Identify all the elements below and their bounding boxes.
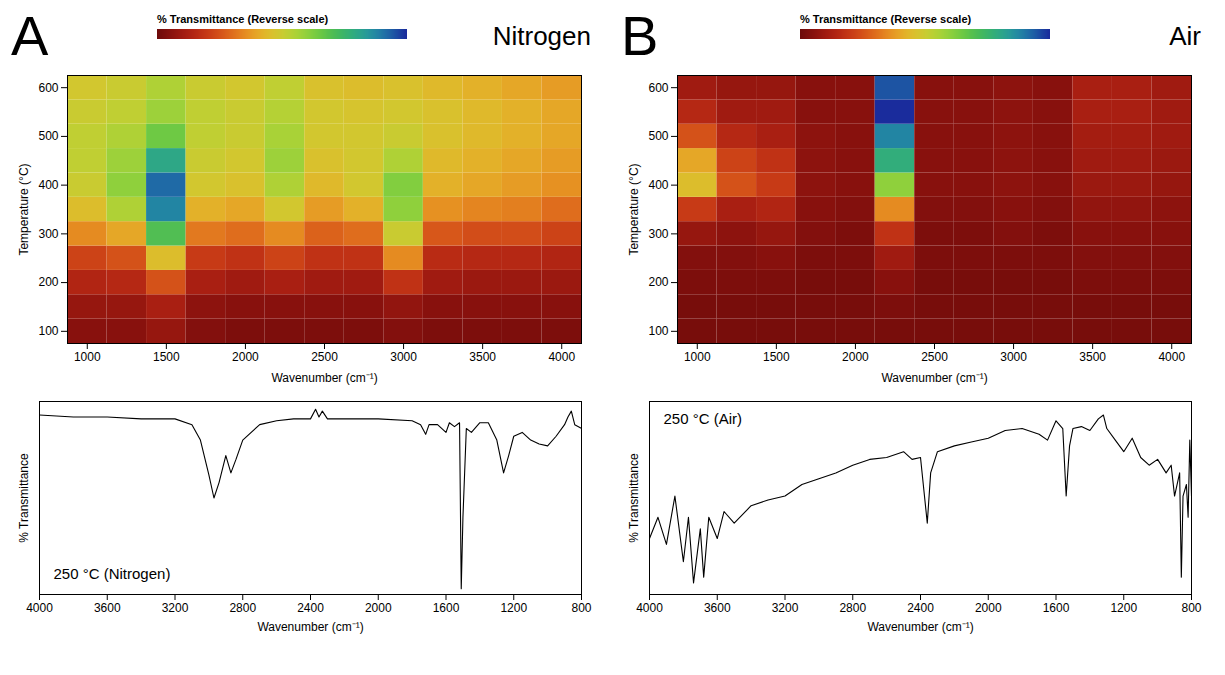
svg-text:250 °C (Nitrogen): 250 °C (Nitrogen) — [54, 565, 171, 582]
svg-text:400: 400 — [38, 178, 58, 192]
svg-text:1000: 1000 — [684, 350, 711, 364]
svg-text:3200: 3200 — [162, 601, 189, 615]
svg-text:1500: 1500 — [763, 350, 790, 364]
svg-text:2000: 2000 — [232, 350, 259, 364]
svg-text:300: 300 — [38, 227, 58, 241]
svg-text:% Transmittance (Reverse scale: % Transmittance (Reverse scale) — [157, 13, 329, 25]
html-text:Air: Air — [1169, 20, 1201, 51]
svg-text:600: 600 — [38, 81, 58, 95]
svg-text:3200: 3200 — [772, 601, 799, 615]
svg-text:4000: 4000 — [636, 601, 663, 615]
html-text:A: A — [11, 4, 49, 67]
svg-text:2500: 2500 — [921, 350, 948, 364]
svg-text:4000: 4000 — [548, 350, 575, 364]
html-text:B: B — [621, 4, 659, 67]
svg-text:3600: 3600 — [704, 601, 731, 615]
svg-text:800: 800 — [1181, 601, 1201, 615]
svg-text:2400: 2400 — [297, 601, 324, 615]
svg-text:300: 300 — [648, 227, 668, 241]
svg-text:800: 800 — [571, 601, 591, 615]
svg-text:100: 100 — [648, 324, 668, 338]
svg-text:% Transmittance: % Transmittance — [17, 453, 31, 543]
svg-text:% Transmittance: % Transmittance — [627, 453, 641, 543]
svg-text:1600: 1600 — [1043, 601, 1070, 615]
svg-text:200: 200 — [38, 275, 58, 289]
svg-text:3500: 3500 — [469, 350, 496, 364]
svg-text:3000: 3000 — [1000, 350, 1027, 364]
svg-text:4000: 4000 — [26, 601, 53, 615]
svg-text:4000: 4000 — [1158, 350, 1185, 364]
html-text:Nitrogen: Nitrogen — [492, 20, 591, 51]
svg-text:% Transmittance (Reverse scale: % Transmittance (Reverse scale) — [800, 13, 972, 25]
svg-text:2000: 2000 — [842, 350, 869, 364]
svg-text:100: 100 — [38, 324, 58, 338]
svg-text:500: 500 — [38, 129, 58, 143]
svg-text:250 °C (Air): 250 °C (Air) — [664, 410, 743, 427]
svg-text:500: 500 — [648, 129, 668, 143]
svg-text:3600: 3600 — [94, 601, 121, 615]
svg-text:2800: 2800 — [229, 601, 256, 615]
svg-text:3500: 3500 — [1079, 350, 1106, 364]
svg-text:Temperature (°C): Temperature (°C) — [17, 163, 31, 255]
svg-text:2400: 2400 — [907, 601, 934, 615]
svg-text:200: 200 — [648, 275, 668, 289]
svg-text:Wavenumber (cm⁻¹): Wavenumber (cm⁻¹) — [867, 620, 973, 634]
svg-text:Wavenumber (cm⁻¹): Wavenumber (cm⁻¹) — [257, 620, 363, 634]
svg-text:3000: 3000 — [390, 350, 417, 364]
svg-text:2800: 2800 — [839, 601, 866, 615]
svg-text:2500: 2500 — [311, 350, 338, 364]
svg-text:Temperature (°C): Temperature (°C) — [627, 163, 641, 255]
svg-text:600: 600 — [648, 81, 668, 95]
svg-text:400: 400 — [648, 178, 668, 192]
svg-text:1500: 1500 — [153, 350, 180, 364]
svg-text:1200: 1200 — [500, 601, 527, 615]
svg-text:1000: 1000 — [74, 350, 101, 364]
svg-text:1200: 1200 — [1110, 601, 1137, 615]
svg-text:Wavenumber (cm⁻¹): Wavenumber (cm⁻¹) — [271, 371, 377, 385]
svg-text:Wavenumber (cm⁻¹): Wavenumber (cm⁻¹) — [881, 371, 987, 385]
svg-text:2000: 2000 — [365, 601, 392, 615]
svg-text:1600: 1600 — [433, 601, 460, 615]
svg-text:2000: 2000 — [975, 601, 1002, 615]
